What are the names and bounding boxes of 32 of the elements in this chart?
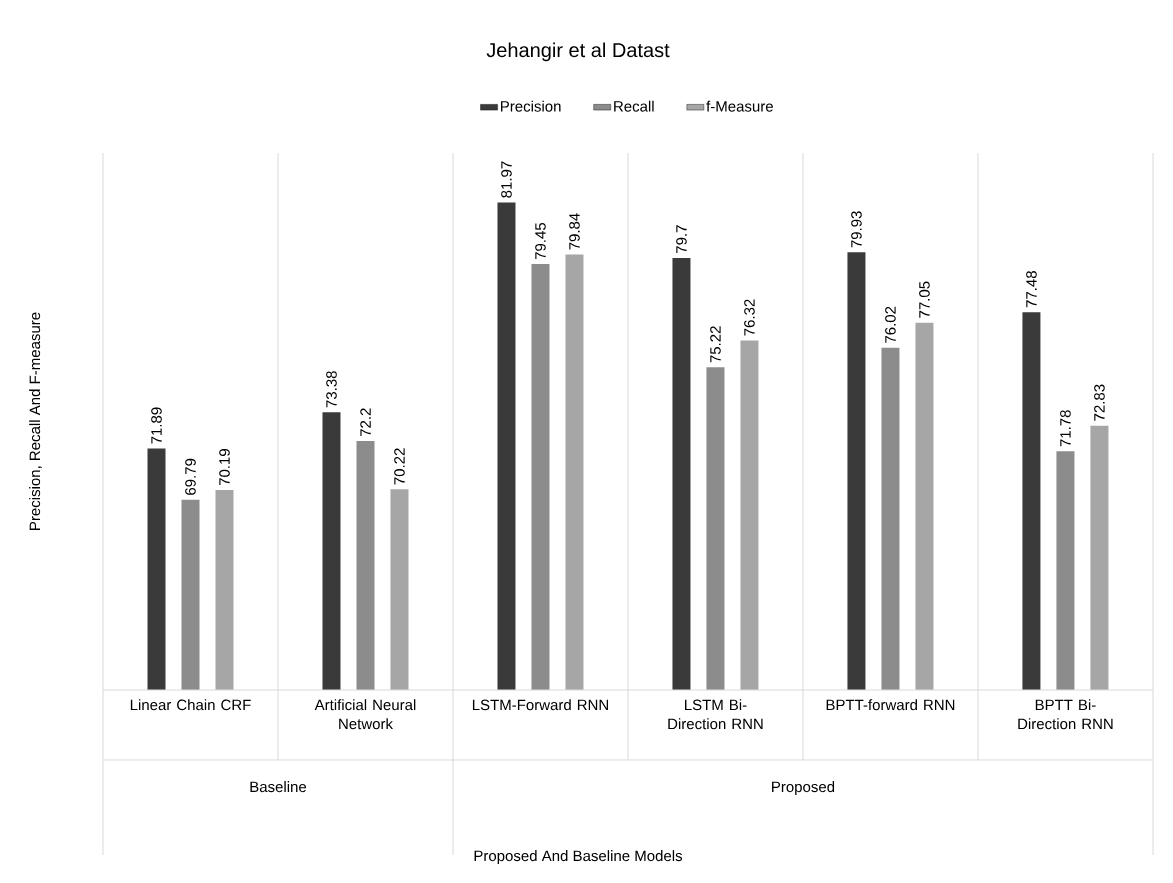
legend-label: Recall xyxy=(614,100,654,112)
data-label: 79.84 xyxy=(569,213,580,250)
x-tick-label: Linear Chain CRF xyxy=(130,699,251,711)
text: Proposed xyxy=(772,781,835,796)
y-axis-title: Precision, Recall And F-measure xyxy=(29,312,42,530)
chart-title: Jehangir et al Datast xyxy=(486,42,670,62)
data-label: 70.19 xyxy=(219,449,230,486)
data-label: 75.22 xyxy=(710,326,721,363)
legend-label: Precision xyxy=(501,100,561,112)
x-tick-label: BPTT Bi-Direction RNN xyxy=(1018,699,1113,730)
data-label: 70.22 xyxy=(394,448,405,485)
data-label: 79.45 xyxy=(535,222,546,260)
data-label: 76.02 xyxy=(885,306,896,343)
data-label: 71.78 xyxy=(1060,410,1071,447)
data-label: 79.93 xyxy=(851,211,862,248)
data-label: 72.2 xyxy=(360,408,371,437)
x-tick-label: LSTM-Forward RNN xyxy=(472,699,608,711)
legend-label: f-Measure xyxy=(706,100,773,112)
data-label: 77.05 xyxy=(919,281,930,318)
text: Proposed And Baseline Models xyxy=(474,850,683,865)
data-label: 72.83 xyxy=(1094,384,1105,421)
data-label: 77.48 xyxy=(1026,271,1037,308)
data-label: 73.38 xyxy=(326,371,337,408)
x-tick-label: Artificial Neural Network xyxy=(314,699,416,730)
x-tick-label: BPTT-forward RNN xyxy=(826,699,955,711)
data-label: 69.79 xyxy=(185,458,196,495)
x-tick-label: LSTM Bi-Direction RNN xyxy=(668,699,763,730)
data-label: 76.32 xyxy=(744,299,755,336)
data-label: 81.97 xyxy=(501,161,512,198)
text: Baseline xyxy=(250,781,307,793)
data-label: 79.7 xyxy=(676,225,687,253)
data-label: 71.89 xyxy=(151,407,162,444)
